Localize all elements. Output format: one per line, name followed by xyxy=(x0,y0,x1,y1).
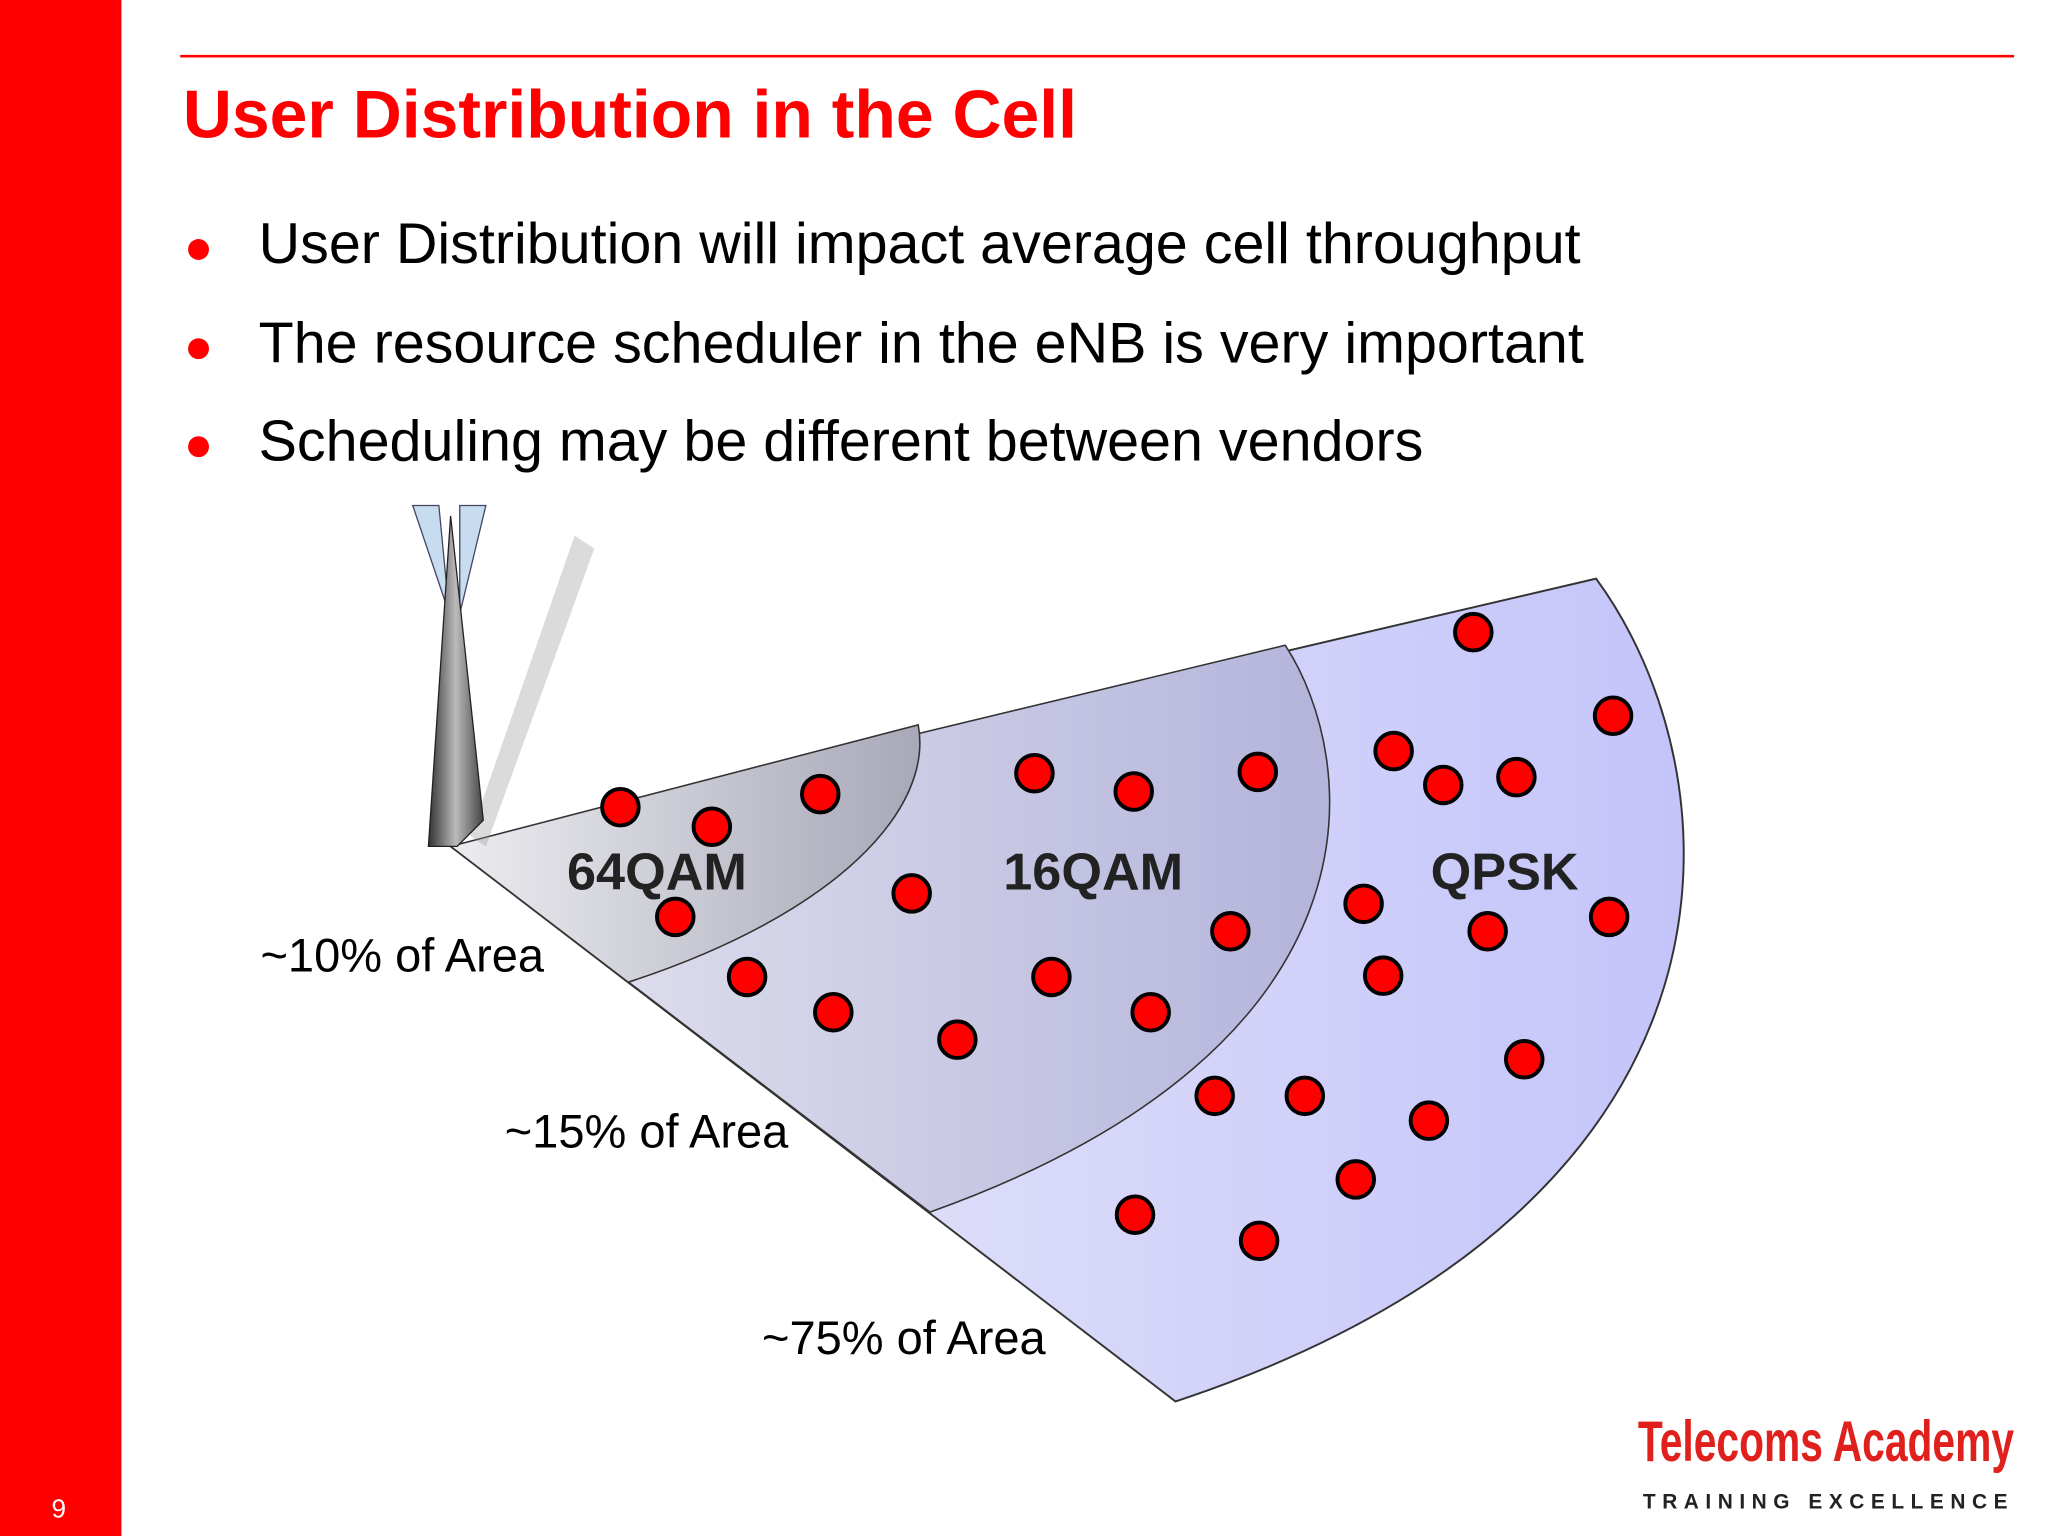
zone-label: 16QAM xyxy=(1003,843,1183,901)
user-dot xyxy=(1467,911,1508,952)
user-dot xyxy=(1210,911,1251,952)
page-number: 9 xyxy=(52,1494,67,1524)
user-dot xyxy=(1504,1039,1545,1080)
bullet-text: User Distribution will impact average ce… xyxy=(259,212,1581,276)
user-dot xyxy=(1588,896,1630,938)
bullet xyxy=(188,338,209,360)
area-label: ~15% of Area xyxy=(505,1105,789,1158)
user-dot xyxy=(1031,956,1072,998)
slide-title: User Distribution in the Cell xyxy=(183,77,1077,152)
side-bar xyxy=(0,0,122,1536)
user-dot xyxy=(1408,1100,1450,1141)
user-dot xyxy=(891,873,932,914)
user-dot xyxy=(1237,751,1279,793)
area-label: ~10% of Area xyxy=(260,928,544,981)
user-dot xyxy=(1238,1220,1280,1262)
user-dot xyxy=(1592,695,1634,736)
user-dot xyxy=(600,786,641,828)
user-dot xyxy=(1113,771,1154,812)
zone-label: 64QAM xyxy=(567,843,747,901)
user-dot xyxy=(1130,992,1171,1033)
bullet xyxy=(188,436,209,458)
user-dot xyxy=(726,956,768,998)
16qam-zone xyxy=(448,644,1331,1213)
user-dot xyxy=(1343,883,1384,925)
user-dot xyxy=(1335,1159,1376,1200)
area-label: ~75% of Area xyxy=(762,1311,1046,1364)
bullet-list: User Distribution will impact average ce… xyxy=(188,212,1584,473)
tower-shadow xyxy=(470,535,595,847)
users xyxy=(600,611,1634,1262)
user-dot xyxy=(1373,730,1414,772)
user-dot xyxy=(1362,955,1404,996)
user-dot xyxy=(1284,1075,1326,1117)
antenna xyxy=(459,504,487,615)
logo: Telecoms Academy TRAINING EXCELLENCE xyxy=(1638,1410,2014,1514)
user-dot xyxy=(655,896,696,938)
user-dot xyxy=(1194,1075,1235,1117)
user-dot xyxy=(800,773,841,815)
logo-name: Telecoms Academy xyxy=(1638,1410,2014,1474)
user-dot xyxy=(813,992,854,1033)
bullet-text: Scheduling may be different between vend… xyxy=(259,409,1424,473)
user-dot xyxy=(937,1019,978,1060)
user-dot xyxy=(1114,1194,1156,1235)
user-dot xyxy=(1423,764,1464,806)
logo-tagline: TRAINING EXCELLENCE xyxy=(1643,1491,2014,1514)
user-dot xyxy=(1453,611,1494,653)
zone-label: QPSK xyxy=(1431,843,1579,901)
bullet-text: The resource scheduler in the eNB is ver… xyxy=(259,312,1584,376)
cell-diagram: 64QAM 16QAM QPSK ~10% of Area ~15% of Ar… xyxy=(260,504,1685,1403)
user-dot xyxy=(1496,756,1537,798)
bullet xyxy=(188,239,209,260)
antenna xyxy=(411,504,450,615)
tower xyxy=(427,515,484,848)
user-dot xyxy=(691,806,733,848)
user-dot xyxy=(1014,752,1055,794)
